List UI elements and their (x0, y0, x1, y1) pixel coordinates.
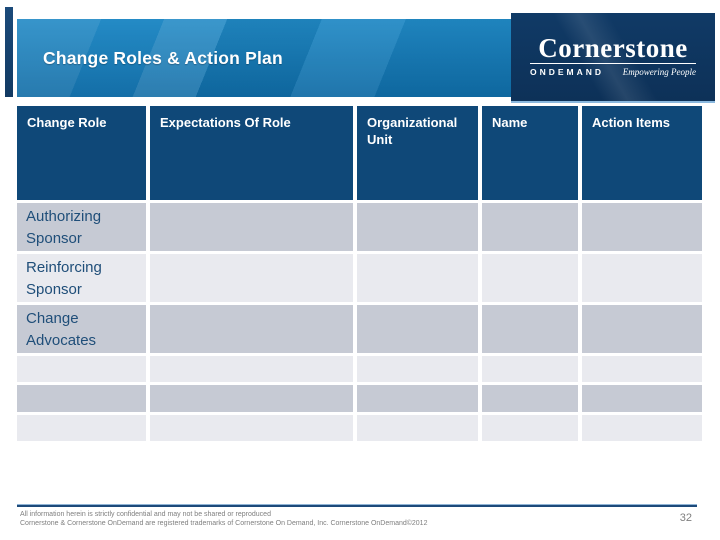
table-cell (150, 254, 353, 302)
logo-tagline: Empowering People (622, 67, 696, 77)
table-cell (482, 356, 578, 382)
page-title: Change Roles & Action Plan (43, 47, 283, 68)
table-cell (357, 305, 478, 353)
table-cell (582, 254, 702, 302)
left-accent-bar (5, 7, 13, 97)
logo-inner: Cornerstone ONDEMAND Empowering People (530, 13, 696, 77)
row-label-change-advocates: Change Advocates (17, 305, 146, 353)
title-banner: Change Roles & Action Plan (17, 19, 511, 97)
column-header-expectations: Expectations Of Role (150, 106, 353, 200)
table-cell (150, 415, 353, 441)
footer-line-2: Cornerstone & Cornerstone OnDemand are r… (20, 520, 428, 527)
footer-line-1: All information herein is strictly confi… (20, 511, 271, 518)
column-header-org-unit: Organizational Unit (357, 106, 478, 200)
table-cell (582, 356, 702, 382)
table-cell (17, 415, 146, 441)
table-cell (582, 203, 702, 251)
footer-disclaimer: All information herein is strictly confi… (20, 510, 427, 528)
table-cell (582, 305, 702, 353)
logo-divider (530, 63, 696, 64)
table-cell (357, 203, 478, 251)
column-header-action-items: Action Items (582, 106, 702, 200)
table-cell (582, 385, 702, 412)
table-cell (482, 415, 578, 441)
logo-sub-row: ONDEMAND Empowering People (530, 67, 696, 77)
table-cell (482, 305, 578, 353)
table-cell (482, 203, 578, 251)
logo-brand-text: Cornerstone (538, 33, 688, 63)
row-label-reinforcing-sponsor: Reinforcing Sponsor (17, 254, 146, 302)
table-cell (482, 385, 578, 412)
table-cell (150, 385, 353, 412)
table-cell (482, 254, 578, 302)
cornerstone-logo: Cornerstone ONDEMAND Empowering People (511, 13, 715, 103)
footer-divider (17, 504, 697, 507)
change-roles-table: Change Role Expectations Of Role Organiz… (17, 106, 702, 441)
table-cell (17, 385, 146, 412)
table-cell (357, 254, 478, 302)
column-header-name: Name (482, 106, 578, 200)
table-cell (150, 305, 353, 353)
table-cell (357, 356, 478, 382)
table-cell (357, 385, 478, 412)
table-cell (17, 356, 146, 382)
table-cell (150, 356, 353, 382)
row-label-authorizing-sponsor: Authorizing Sponsor (17, 203, 146, 251)
table-cell (150, 203, 353, 251)
page-number: 32 (679, 512, 692, 524)
logo-sub-brand: ONDEMAND (530, 67, 605, 77)
column-header-change-role: Change Role (17, 106, 146, 200)
table-cell (357, 415, 478, 441)
table-cell (582, 415, 702, 441)
